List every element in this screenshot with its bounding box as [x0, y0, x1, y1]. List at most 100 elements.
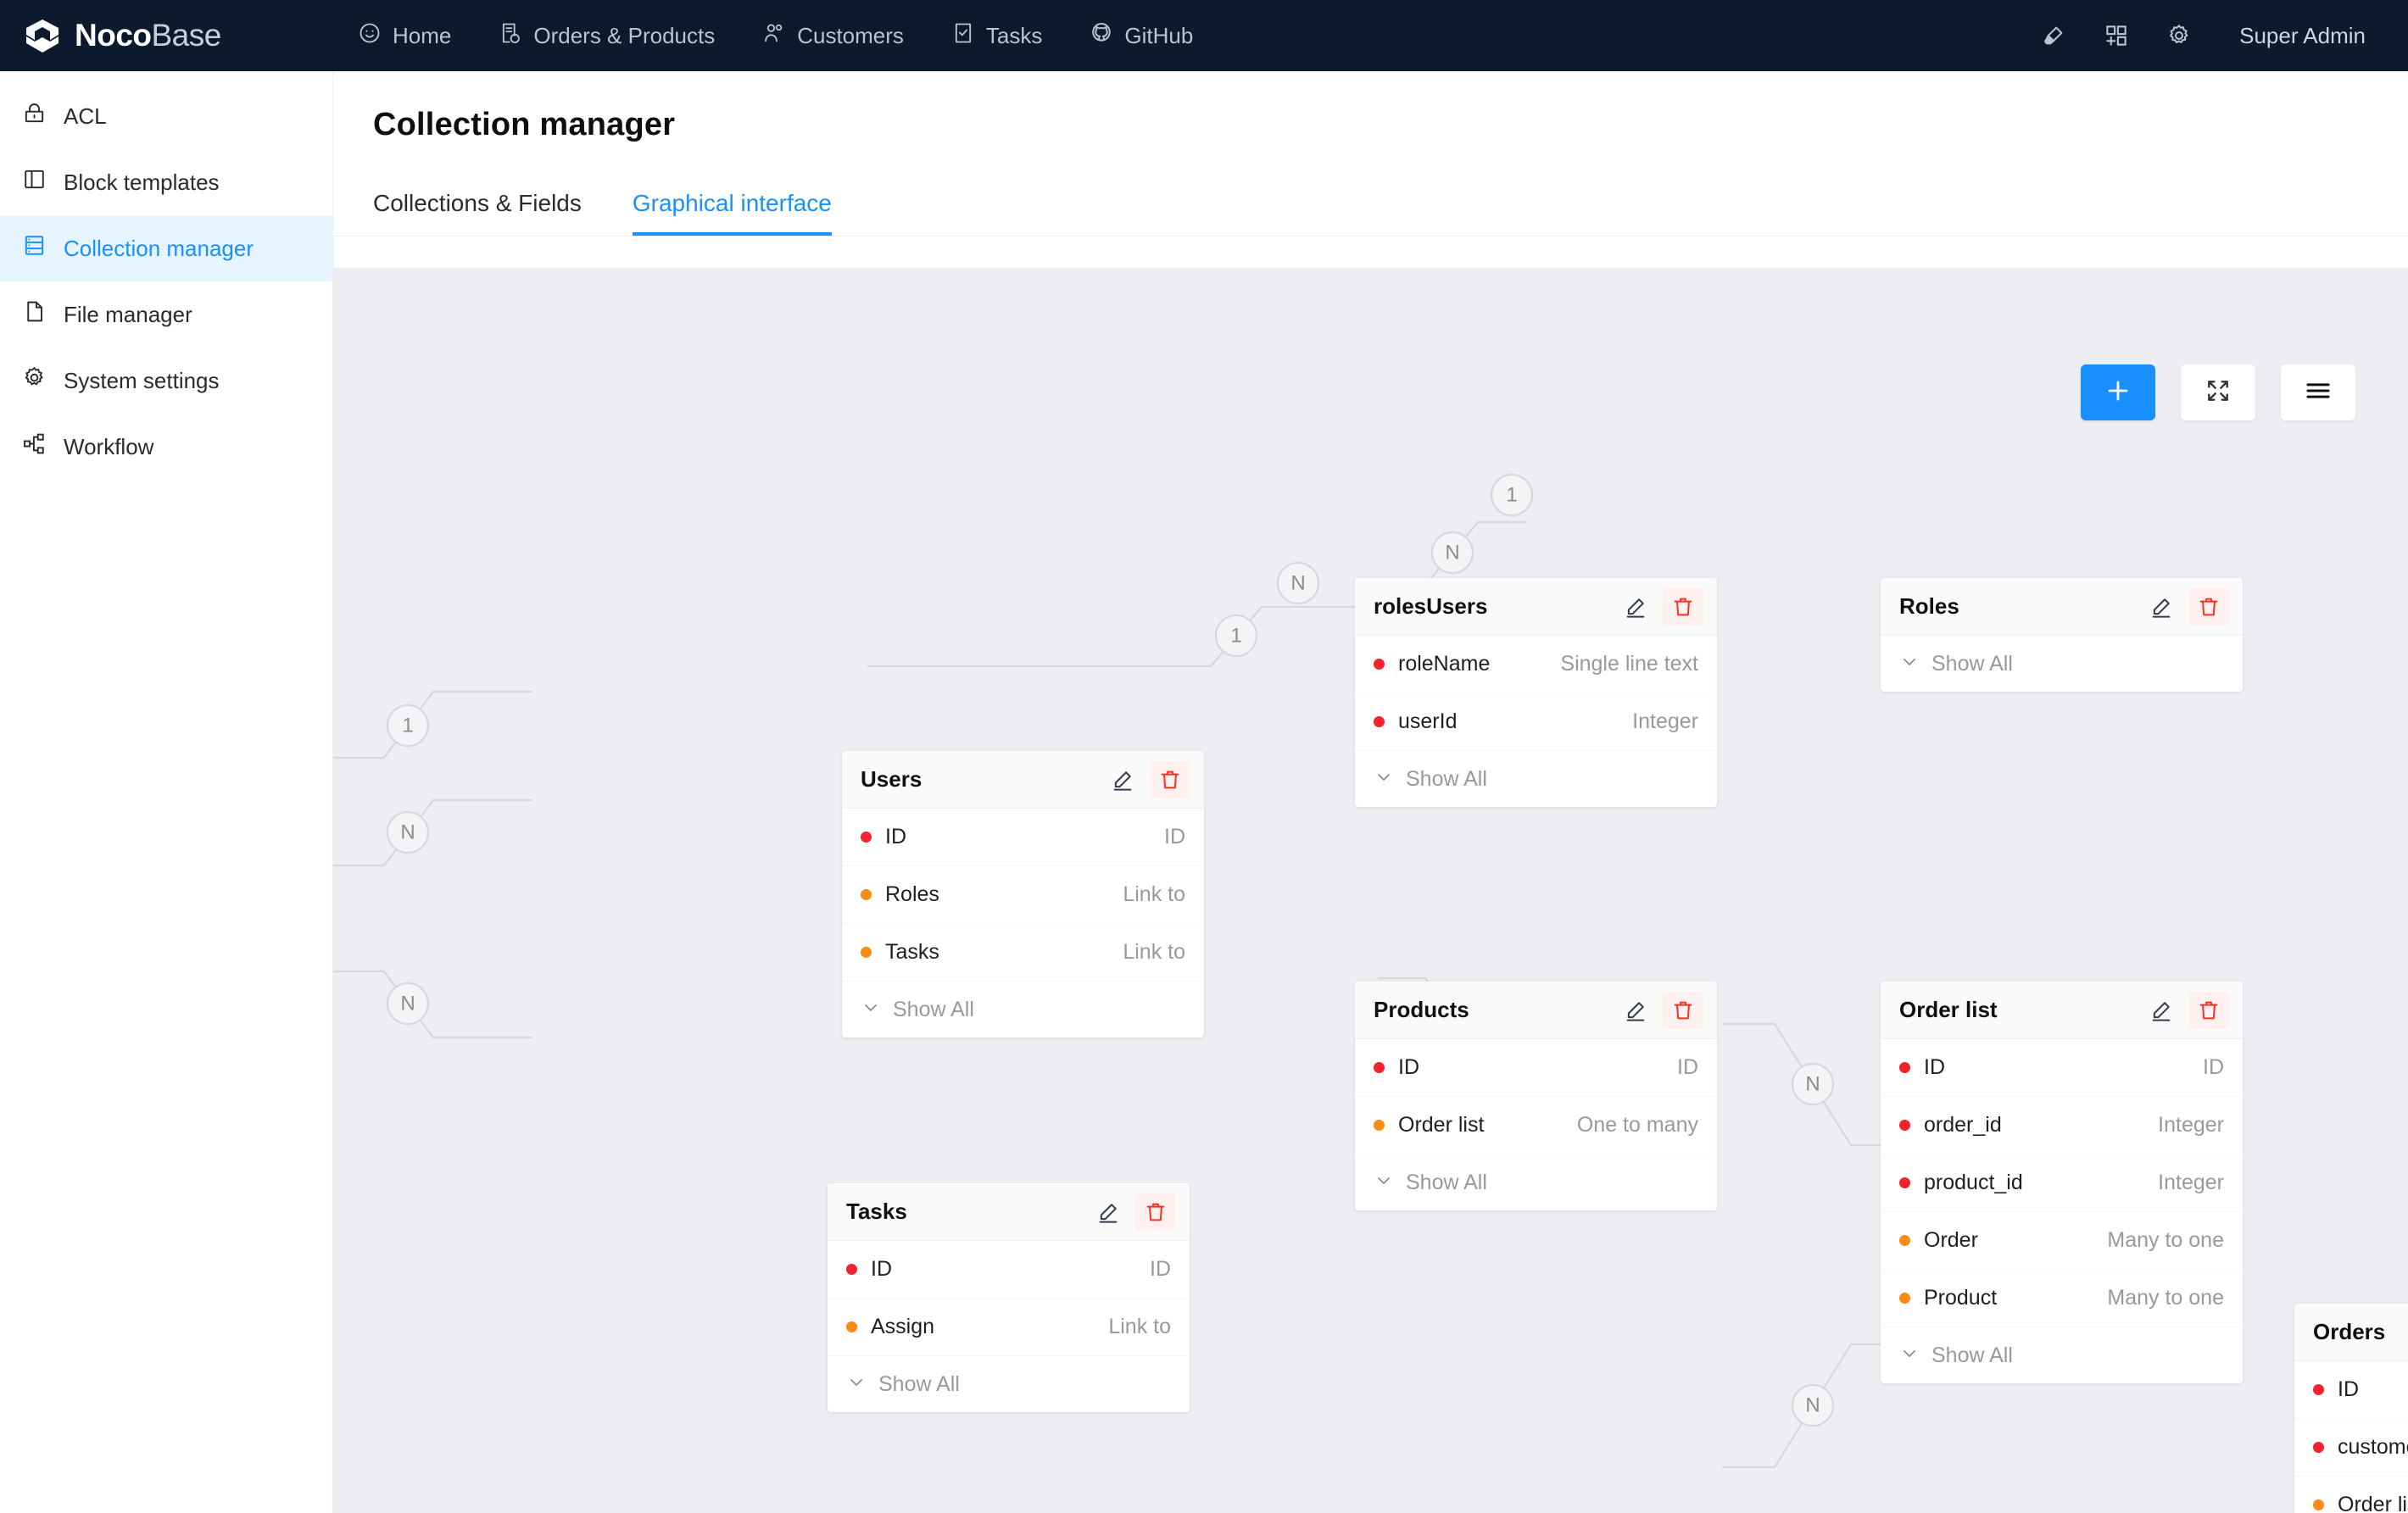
collection-card-orders[interactable]: Orders ID customer_id In	[2294, 1304, 2408, 1513]
field-row[interactable]: ID ID	[1881, 1039, 2243, 1097]
chevron-down-icon	[1374, 1171, 1394, 1195]
field-row[interactable]: Tasks Link to	[842, 924, 1204, 982]
field-row[interactable]: ID	[2294, 1361, 2408, 1419]
nocobase-cube-logo-icon	[24, 18, 63, 53]
field-row[interactable]: ID ID	[842, 809, 1204, 866]
field-name: order_id	[1924, 1113, 2002, 1137]
gear-icon[interactable]	[2148, 0, 2210, 71]
sidebar-item-acl[interactable]: ACL	[0, 83, 332, 149]
menu-button[interactable]	[2281, 364, 2355, 420]
field-dot-icon	[1374, 716, 1385, 727]
field-dot-icon	[846, 1321, 857, 1332]
field-type: One to many	[1576, 1113, 1698, 1137]
sidebar-item-workflow[interactable]: Workflow	[0, 414, 332, 480]
field-row[interactable]: customer_id In	[2294, 1419, 2408, 1477]
field-dot-icon	[2313, 1499, 2324, 1510]
field-dot-icon	[1374, 1120, 1385, 1131]
field-dot-icon	[1899, 1235, 1910, 1246]
sidebar-item-collection-manager[interactable]: Collection manager	[0, 215, 332, 281]
sidebar-item-block-templates[interactable]: Block templates	[0, 149, 332, 215]
delete-collection-button[interactable]	[2188, 991, 2229, 1029]
nav-item-orders-products[interactable]: Orders & Products	[475, 0, 739, 71]
nav-item-github[interactable]: GitHub	[1066, 0, 1217, 71]
field-row[interactable]: userId Integer	[1355, 693, 1717, 751]
collection-name: Users	[861, 766, 923, 792]
field-row[interactable]: Product Many to one	[1881, 1270, 2243, 1327]
field-name: Product	[1924, 1286, 1998, 1310]
collection-card-order-list[interactable]: Order list ID ID order_id Integer	[1881, 982, 2243, 1383]
card-actions	[1102, 760, 1190, 798]
delete-collection-button[interactable]	[1150, 760, 1190, 798]
field-name: Order list	[1398, 1113, 1485, 1137]
delete-collection-button[interactable]	[2188, 587, 2229, 626]
field-type: ID	[1164, 825, 1185, 848]
card-actions	[1615, 991, 1703, 1029]
field-row[interactable]: Order Many to one	[1881, 1212, 2243, 1270]
edit-collection-button[interactable]	[1088, 1193, 1129, 1231]
edit-collection-button[interactable]	[1102, 761, 1143, 798]
field-row[interactable]: ID ID	[1355, 1039, 1717, 1097]
field-dot-icon	[861, 947, 872, 958]
sidebar-item-label: System settings	[64, 367, 220, 393]
svg-text:N: N	[400, 821, 415, 844]
show-all-toggle[interactable]: Show All	[842, 982, 1204, 1037]
delete-collection-button[interactable]	[1135, 1193, 1176, 1231]
delete-collection-button[interactable]	[1663, 587, 1703, 626]
sidebar-item-label: Workflow	[64, 433, 154, 459]
nav-item-label: Tasks	[985, 22, 1043, 48]
sidebar-item-label: Block templates	[64, 169, 220, 195]
app-logo[interactable]: NocoBase	[24, 18, 304, 53]
field-name: ID	[871, 1257, 892, 1281]
field-dot-icon	[1899, 1293, 1910, 1304]
nav-item-home[interactable]: Home	[334, 0, 475, 71]
show-all-toggle[interactable]: Show All	[1881, 636, 2243, 692]
field-row[interactable]: roleName Single line text	[1355, 636, 1717, 693]
show-all-toggle[interactable]: Show All	[1355, 1154, 1717, 1210]
field-type: Many to one	[2107, 1286, 2224, 1310]
layout-icon	[22, 167, 47, 197]
collection-card-products[interactable]: Products ID ID Order list One to m	[1355, 982, 1717, 1210]
field-type: ID	[2203, 1055, 2224, 1079]
card-header: Orders	[2294, 1304, 2408, 1361]
collection-card-tasks[interactable]: Tasks ID ID Assign Link to	[828, 1183, 1190, 1412]
add-collection-button[interactable]	[2081, 364, 2155, 420]
field-row[interactable]: order_id Integer	[1881, 1097, 2243, 1154]
edit-collection-button[interactable]	[1615, 588, 1656, 626]
field-row[interactable]: Order list One to many	[1355, 1097, 1717, 1154]
field-name: Assign	[871, 1315, 935, 1338]
show-all-toggle[interactable]: Show All	[828, 1356, 1190, 1412]
tab-graphical-interface[interactable]: Graphical interface	[632, 190, 832, 236]
edit-collection-button[interactable]	[2141, 588, 2182, 626]
edit-collection-button[interactable]	[1615, 992, 1656, 1029]
user-group-icon	[762, 21, 786, 51]
field-row[interactable]: product_id Integer	[1881, 1154, 2243, 1212]
collection-card-roles[interactable]: Roles Show All	[1881, 578, 2243, 692]
field-type: Single line text	[1560, 652, 1698, 676]
delete-collection-button[interactable]	[1663, 991, 1703, 1029]
field-row[interactable]: ID ID	[828, 1241, 1190, 1299]
field-dot-icon	[1374, 1062, 1385, 1073]
grid-plus-icon[interactable]	[2085, 0, 2148, 71]
highlighter-icon[interactable]	[2022, 0, 2085, 71]
field-name: ID	[1398, 1055, 1419, 1079]
field-row[interactable]: Roles Link to	[842, 866, 1204, 924]
field-dot-icon	[1899, 1120, 1910, 1131]
lock-icon	[22, 101, 47, 131]
show-all-toggle[interactable]: Show All	[1881, 1327, 2243, 1383]
show-all-label: Show All	[893, 997, 974, 1021]
show-all-toggle[interactable]: Show All	[1355, 751, 1717, 807]
edit-collection-button[interactable]	[2141, 992, 2182, 1029]
user-menu[interactable]: Super Admin	[2239, 22, 2366, 48]
collection-card-users[interactable]: Users ID ID Roles Link to	[842, 751, 1204, 1037]
nav-item-tasks[interactable]: Tasks	[928, 0, 1066, 71]
sidebar-item-file-manager[interactable]: File manager	[0, 281, 332, 348]
sidebar-item-system-settings[interactable]: System settings	[0, 348, 332, 414]
field-row[interactable]: Assign Link to	[828, 1299, 1190, 1356]
card-header: Order list	[1881, 982, 2243, 1039]
graph-canvas[interactable]: 1 N N 1 1 N N 1 N N N 1 1	[333, 268, 2408, 1513]
fit-view-button[interactable]	[2181, 364, 2255, 420]
nav-item-customers[interactable]: Customers	[739, 0, 928, 71]
collection-card-rolesusers[interactable]: rolesUsers roleName Single line text use…	[1355, 578, 1717, 807]
field-row[interactable]: Order list One to	[2294, 1477, 2408, 1513]
tab-collections-fields[interactable]: Collections & Fields	[373, 190, 582, 216]
